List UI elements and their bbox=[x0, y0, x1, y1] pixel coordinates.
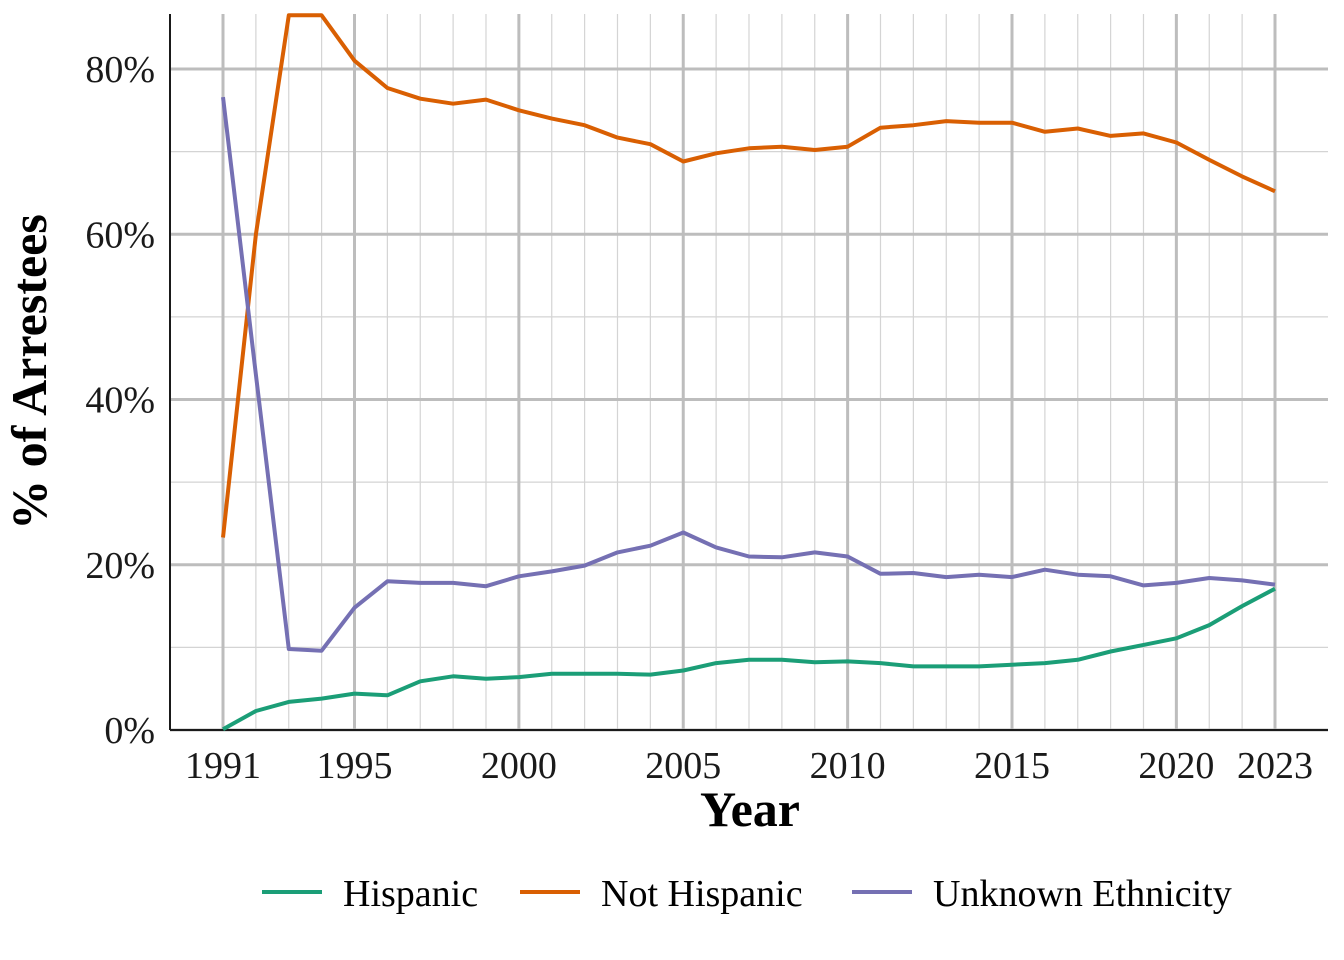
x-tick-label: 1995 bbox=[317, 745, 393, 787]
y-tick-label: 20% bbox=[85, 545, 155, 587]
y-tick-label: 80% bbox=[85, 49, 155, 91]
legend-label: Hispanic bbox=[343, 873, 478, 915]
series-line-unknown-ethnicity bbox=[221, 96, 1276, 653]
x-tick-label: 2023 bbox=[1237, 745, 1313, 787]
x-tick-label: 2005 bbox=[645, 745, 721, 787]
x-tick-label: 2015 bbox=[974, 745, 1050, 787]
x-tick-label: 2020 bbox=[1138, 745, 1214, 787]
y-tick-labels: 0% 20% 40% 60% 80% bbox=[85, 49, 155, 752]
legend: Hispanic Not Hispanic Unknown Ethnicity bbox=[262, 873, 1232, 915]
y-axis-title: % of Arrestees bbox=[1, 214, 57, 530]
series-line-not-hispanic bbox=[221, 13, 1276, 538]
legend-label: Not Hispanic bbox=[601, 873, 803, 915]
y-tick-label: 60% bbox=[85, 214, 155, 256]
x-tick-label: 1991 bbox=[185, 745, 261, 787]
axes bbox=[169, 14, 1328, 731]
y-tick-label: 40% bbox=[85, 380, 155, 422]
x-tick-label: 2010 bbox=[810, 745, 886, 787]
legend-label: Unknown Ethnicity bbox=[933, 873, 1232, 915]
minor-gridlines bbox=[170, 14, 1328, 730]
y-tick-label: 0% bbox=[104, 710, 155, 752]
x-tick-label: 2000 bbox=[481, 745, 557, 787]
series-line-hispanic bbox=[222, 586, 1276, 731]
series-lines bbox=[221, 13, 1276, 731]
x-tick-labels: 1991 1995 2000 2005 2010 2015 2020 2023 bbox=[185, 745, 1313, 787]
x-axis-title: Year bbox=[700, 781, 800, 837]
